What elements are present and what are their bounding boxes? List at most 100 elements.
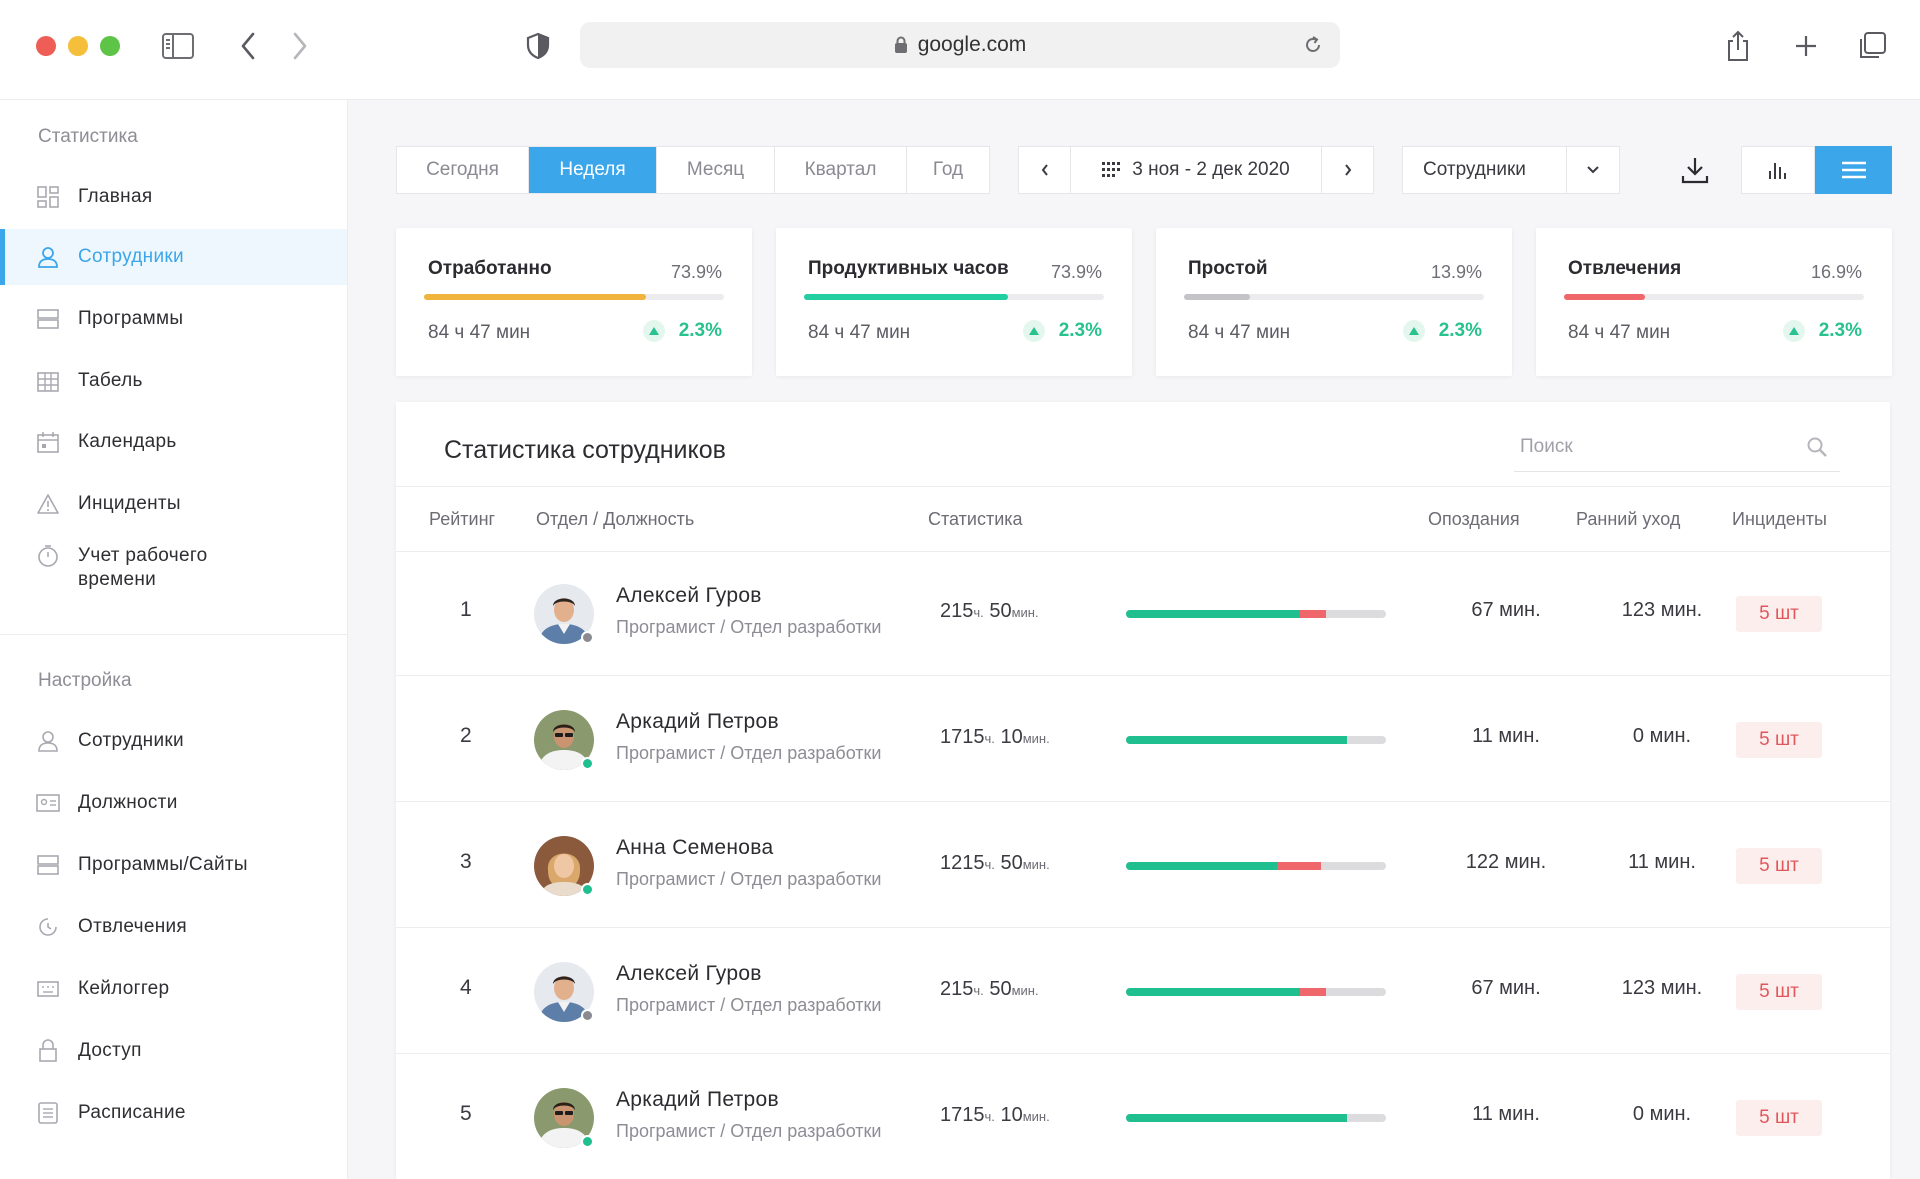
- download-button[interactable]: [1660, 146, 1730, 194]
- activity-bar: [1126, 736, 1386, 744]
- table-row[interactable]: 3 Анна Семенова Програмист / Отдел разрабо…: [396, 804, 1890, 928]
- sidebar-item-distractions[interactable]: Отвлечения: [0, 899, 347, 955]
- zoom-window-button[interactable]: [100, 36, 120, 56]
- reload-icon[interactable]: [1302, 34, 1324, 56]
- activity-bar: [1126, 1114, 1386, 1122]
- early-leave-value: 0 мин.: [1632, 725, 1692, 747]
- share-icon[interactable]: [1718, 26, 1758, 66]
- avatar[interactable]: [534, 710, 594, 770]
- activity-bar-productive: [1126, 736, 1347, 744]
- incidents-badge[interactable]: 5 шт: [1736, 848, 1822, 884]
- table-row[interactable]: 4 Алексей Гуров Програмист / Отдел разрабо…: [396, 930, 1890, 1054]
- incidents-badge[interactable]: 5 шт: [1736, 974, 1822, 1010]
- late-value: 67 мин.: [1471, 977, 1541, 999]
- arrow-up-icon: [1402, 320, 1425, 342]
- employee-name[interactable]: Анна Семенова: [616, 836, 774, 859]
- sidebar-item-label: Табель: [78, 370, 143, 391]
- address-bar[interactable]: google.com: [580, 22, 1340, 68]
- avatar[interactable]: [534, 962, 594, 1022]
- tab-overview-icon[interactable]: [1852, 26, 1892, 66]
- sidebar-item-home[interactable]: Главная: [0, 169, 347, 225]
- stat-hours: 215: [940, 600, 974, 622]
- sidebar-item-time-tracking[interactable]: Учет рабочего времени: [0, 536, 347, 612]
- prev-range-button[interactable]: [1019, 147, 1071, 193]
- employee-name[interactable]: Алексей Гуров: [616, 584, 762, 607]
- sidebar-item-settings-employees[interactable]: Сотрудники: [0, 713, 347, 769]
- employee-total-time: 1215ч. 50мин.: [940, 852, 1050, 875]
- forward-icon[interactable]: [280, 26, 320, 66]
- next-range-button[interactable]: [1321, 147, 1373, 193]
- table-row[interactable]: 5 Аркадий Петров Програмист / Отдел разраб…: [396, 1056, 1890, 1179]
- date-range-field[interactable]: 3 ноя - 2 дек 2020: [1071, 147, 1321, 193]
- card-title: Продуктивных часов: [808, 258, 1009, 279]
- sidebar-item-incidents[interactable]: Инциденты: [0, 476, 347, 532]
- sidebar-item-calendar[interactable]: Календарь: [0, 414, 347, 470]
- table-row[interactable]: 1 Алексей Гуров Програмист / Отдел разрабо…: [396, 552, 1890, 676]
- employee-name[interactable]: Аркадий Петров: [616, 710, 779, 733]
- avatar[interactable]: [534, 1088, 594, 1148]
- column-header-rank[interactable]: Рейтинг: [429, 509, 496, 529]
- period-year-button[interactable]: Год: [932, 159, 964, 180]
- sidebar-item-positions[interactable]: Должности: [0, 775, 347, 831]
- privacy-shield-icon[interactable]: [518, 26, 558, 66]
- sidebar: Статистика Главная Сотрудники Программы …: [0, 100, 348, 1179]
- row-rank: 4: [460, 976, 472, 999]
- list-view-button[interactable]: [1815, 146, 1892, 194]
- back-icon[interactable]: [228, 26, 268, 66]
- column-header-dept[interactable]: Отдел / Должность: [536, 509, 695, 529]
- sidebar-item-label: Главная: [78, 186, 153, 207]
- chevron-down-icon[interactable]: [1567, 147, 1619, 193]
- avatar[interactable]: [534, 836, 594, 896]
- close-window-button[interactable]: [36, 36, 56, 56]
- sidebar-item-schedule[interactable]: Расписание: [0, 1085, 347, 1141]
- period-quarter-button[interactable]: Квартал: [775, 147, 907, 193]
- employee-total-time: 1715ч. 10мин.: [940, 726, 1050, 749]
- panel-title: Статистика сотрудников: [444, 436, 726, 464]
- activity-bar-distracted: [1300, 610, 1326, 618]
- sidebar-item-timesheet[interactable]: Табель: [0, 353, 347, 409]
- sidebar-item-employees[interactable]: Сотрудники: [0, 229, 347, 285]
- period-today-button[interactable]: Сегодня: [397, 147, 529, 193]
- activity-bar-productive: [1126, 610, 1300, 618]
- employee-total-time: 1715ч. 10мин.: [940, 1104, 1050, 1127]
- column-header-late[interactable]: Опоздания: [1428, 509, 1520, 529]
- card-progress-fill: [1564, 294, 1645, 300]
- incidents-badge[interactable]: 5 шт: [1736, 596, 1822, 632]
- period-month-button[interactable]: Месяц: [657, 147, 775, 193]
- incidents-badge[interactable]: 5 шт: [1736, 1100, 1822, 1136]
- distraction-icon: [36, 915, 60, 939]
- stat-hours: 1715: [940, 1104, 985, 1126]
- search-icon[interactable]: [1806, 436, 1828, 458]
- card-progress-track: [424, 294, 724, 300]
- minimize-window-button[interactable]: [68, 36, 88, 56]
- group-select-value: Сотрудники: [1403, 147, 1567, 193]
- new-tab-icon[interactable]: [1786, 26, 1826, 66]
- period-week-button[interactable]: Неделя: [529, 147, 657, 193]
- sidebar-item-programs-sites[interactable]: Программы/Сайты: [0, 837, 347, 893]
- card-delta: 2.3%: [1402, 320, 1482, 342]
- status-dot: [581, 883, 594, 896]
- stat-minutes: 10: [1000, 1104, 1023, 1126]
- sidebar-item-access[interactable]: Доступ: [0, 1023, 347, 1079]
- employee-name[interactable]: Аркадий Петров: [616, 1088, 779, 1111]
- stat-minutes-unit: мин.: [1022, 857, 1050, 872]
- sidebar-item-keylogger[interactable]: Кейлоггер: [0, 961, 347, 1017]
- sidebar-item-programs[interactable]: Программы: [0, 291, 347, 347]
- employee-name[interactable]: Алексей Гуров: [616, 962, 762, 985]
- card-progress-fill: [424, 294, 646, 300]
- table-row[interactable]: 2 Аркадий Петров Програмист / Отдел разраб…: [396, 678, 1890, 802]
- group-select[interactable]: Сотрудники: [1402, 146, 1620, 194]
- search-input[interactable]: [1520, 432, 1800, 462]
- employee-total-time: 215ч. 50мин.: [940, 600, 1039, 623]
- column-header-early[interactable]: Ранний уход: [1576, 509, 1681, 529]
- status-dot: [581, 1135, 594, 1148]
- incidents-badge[interactable]: 5 шт: [1736, 722, 1822, 758]
- avatar[interactable]: [534, 584, 594, 644]
- activity-bar: [1126, 610, 1386, 618]
- sidebar-toggle-icon[interactable]: [158, 26, 198, 66]
- column-header-incidents[interactable]: Инциденты: [1732, 509, 1827, 529]
- card-percent: 16.9%: [1810, 262, 1862, 282]
- stat-hours-unit: ч.: [973, 983, 984, 998]
- chart-view-button[interactable]: [1741, 146, 1815, 194]
- column-header-stats[interactable]: Статистика: [928, 509, 1023, 529]
